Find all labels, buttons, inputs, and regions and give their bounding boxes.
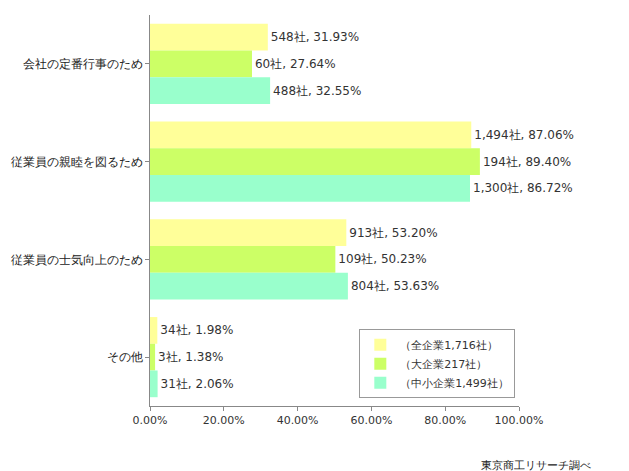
svg-text:60.00%: 60.00% bbox=[350, 414, 392, 427]
svg-text:913社, 53.20%: 913社, 53.20% bbox=[349, 226, 437, 240]
svg-text:31社, 2.06%: 31社, 2.06% bbox=[161, 377, 234, 391]
svg-text:その他: その他 bbox=[107, 350, 143, 364]
svg-text:従業員の親睦を図るため: 従業員の親睦を図るため bbox=[11, 155, 143, 169]
svg-text:20.00%: 20.00% bbox=[203, 414, 245, 427]
svg-text:548社, 31.93%: 548社, 31.93% bbox=[271, 30, 359, 44]
svg-text:1,494社, 87.06%: 1,494社, 87.06% bbox=[474, 128, 574, 142]
svg-text:804社, 53.63%: 804社, 53.63% bbox=[351, 279, 439, 293]
svg-text:40.00%: 40.00% bbox=[277, 414, 319, 427]
svg-text:（大企業217社）: （大企業217社） bbox=[400, 358, 487, 371]
svg-text:会社の定番行事のため: 会社の定番行事のため bbox=[23, 57, 143, 71]
svg-text:東京商工リサーチ調べ: 東京商工リサーチ調べ bbox=[481, 459, 591, 471]
svg-text:34社, 1.98%: 34社, 1.98% bbox=[160, 323, 233, 337]
svg-text:（全企業1,716社）: （全企業1,716社） bbox=[400, 339, 498, 352]
svg-text:109社, 50.23%: 109社, 50.23% bbox=[338, 252, 426, 266]
svg-text:1,300社, 86.72%: 1,300社, 86.72% bbox=[473, 181, 573, 195]
svg-text:従業員の士気向上のため: 従業員の士気向上のため bbox=[11, 253, 143, 267]
svg-text:3社, 1.38%: 3社, 1.38% bbox=[158, 350, 223, 364]
svg-text:0.00%: 0.00% bbox=[133, 414, 168, 427]
svg-text:60社, 27.64%: 60社, 27.64% bbox=[255, 57, 336, 71]
svg-text:194社, 89.40%: 194社, 89.40% bbox=[483, 155, 571, 169]
svg-text:（中小企業1,499社）: （中小企業1,499社） bbox=[400, 377, 509, 390]
svg-text:488社, 32.55%: 488社, 32.55% bbox=[273, 84, 361, 98]
svg-text:80.00%: 80.00% bbox=[424, 414, 466, 427]
svg-text:100.00%: 100.00% bbox=[495, 414, 544, 427]
